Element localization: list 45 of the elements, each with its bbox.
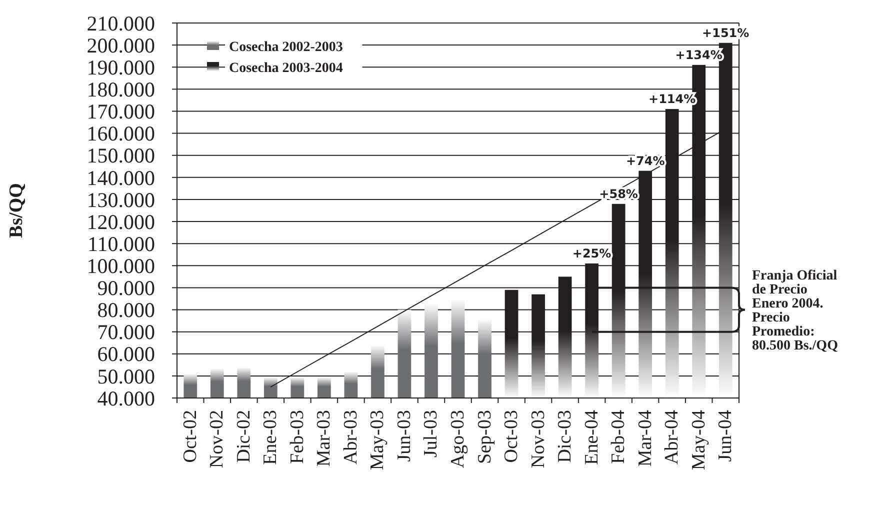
x-tick-label: Abr-03 [340,410,362,464]
x-tick-label: Jun-03 [394,410,415,462]
x-tick-label: Abr-04 [662,410,683,464]
x-tick-label: Ene-04 [581,410,602,465]
y-tick-label: 110.000 [88,232,155,256]
annotation: +74% [626,154,665,168]
y-tick-label: 90.000 [97,276,155,300]
y-tick-label: 200.000 [86,33,155,58]
y-tick-label: 60.000 [97,342,155,366]
x-tick-label: Sep-03 [474,410,496,464]
x-tick-label: Feb-03 [286,410,308,464]
x-tick-label: Mar-04 [634,410,656,467]
y-tick-label: 70.000 [97,320,155,344]
x-tick-label: Dic-02 [233,410,254,463]
y-tick-label: 120.000 [86,210,155,234]
x-tick-label: May-04 [688,410,710,470]
y-tick-label: 140.000 [86,166,155,190]
y-tick-label: 170.000 [86,100,155,124]
x-tick-label: Nov-03 [528,410,549,468]
x-tick-label: Oct-02 [180,410,201,463]
y-tick-label: 50.000 [97,364,155,388]
y-tick-label: 150.000 [86,144,155,168]
x-tick-label: Feb-04 [608,410,630,464]
x-tick-label: Oct-03 [501,410,522,463]
y-tick-label: 80.000 [97,298,155,322]
x-tick-label: May-03 [367,410,388,470]
x-tick-label: Ago-03 [448,410,468,468]
x-tick-label: Jun-04 [715,410,736,462]
y-tick-label: 190.000 [86,55,155,80]
legend-label: Cosecha 2003-2004 [229,60,343,76]
x-tick-label: Dic-03 [554,410,576,463]
x-tick-label: Mar-03 [314,410,335,467]
legend-label: Cosecha 2002-2003 [229,40,343,55]
x-tick-label: Jul-03 [420,410,442,458]
y-axis-title: Bs/QQ [6,183,27,238]
y-tick-label: 40.000 [97,386,155,410]
y-tick-label: 100.000 [86,254,155,278]
x-tick-label: Nov-02 [206,410,228,468]
x-tick-label: Ene-03 [260,410,282,465]
annotation: +25% [572,246,612,260]
y-tick-label: 160.000 [86,122,155,146]
y-tick-label: 130.000 [86,188,155,212]
text: Franja Oficial de Precio Enero 2004. Precio Promedio: 80.500 Bs./QQ [752,268,838,354]
y-tick-label: 210.000 [86,11,155,36]
y-tick-label: 180.000 [86,78,155,102]
